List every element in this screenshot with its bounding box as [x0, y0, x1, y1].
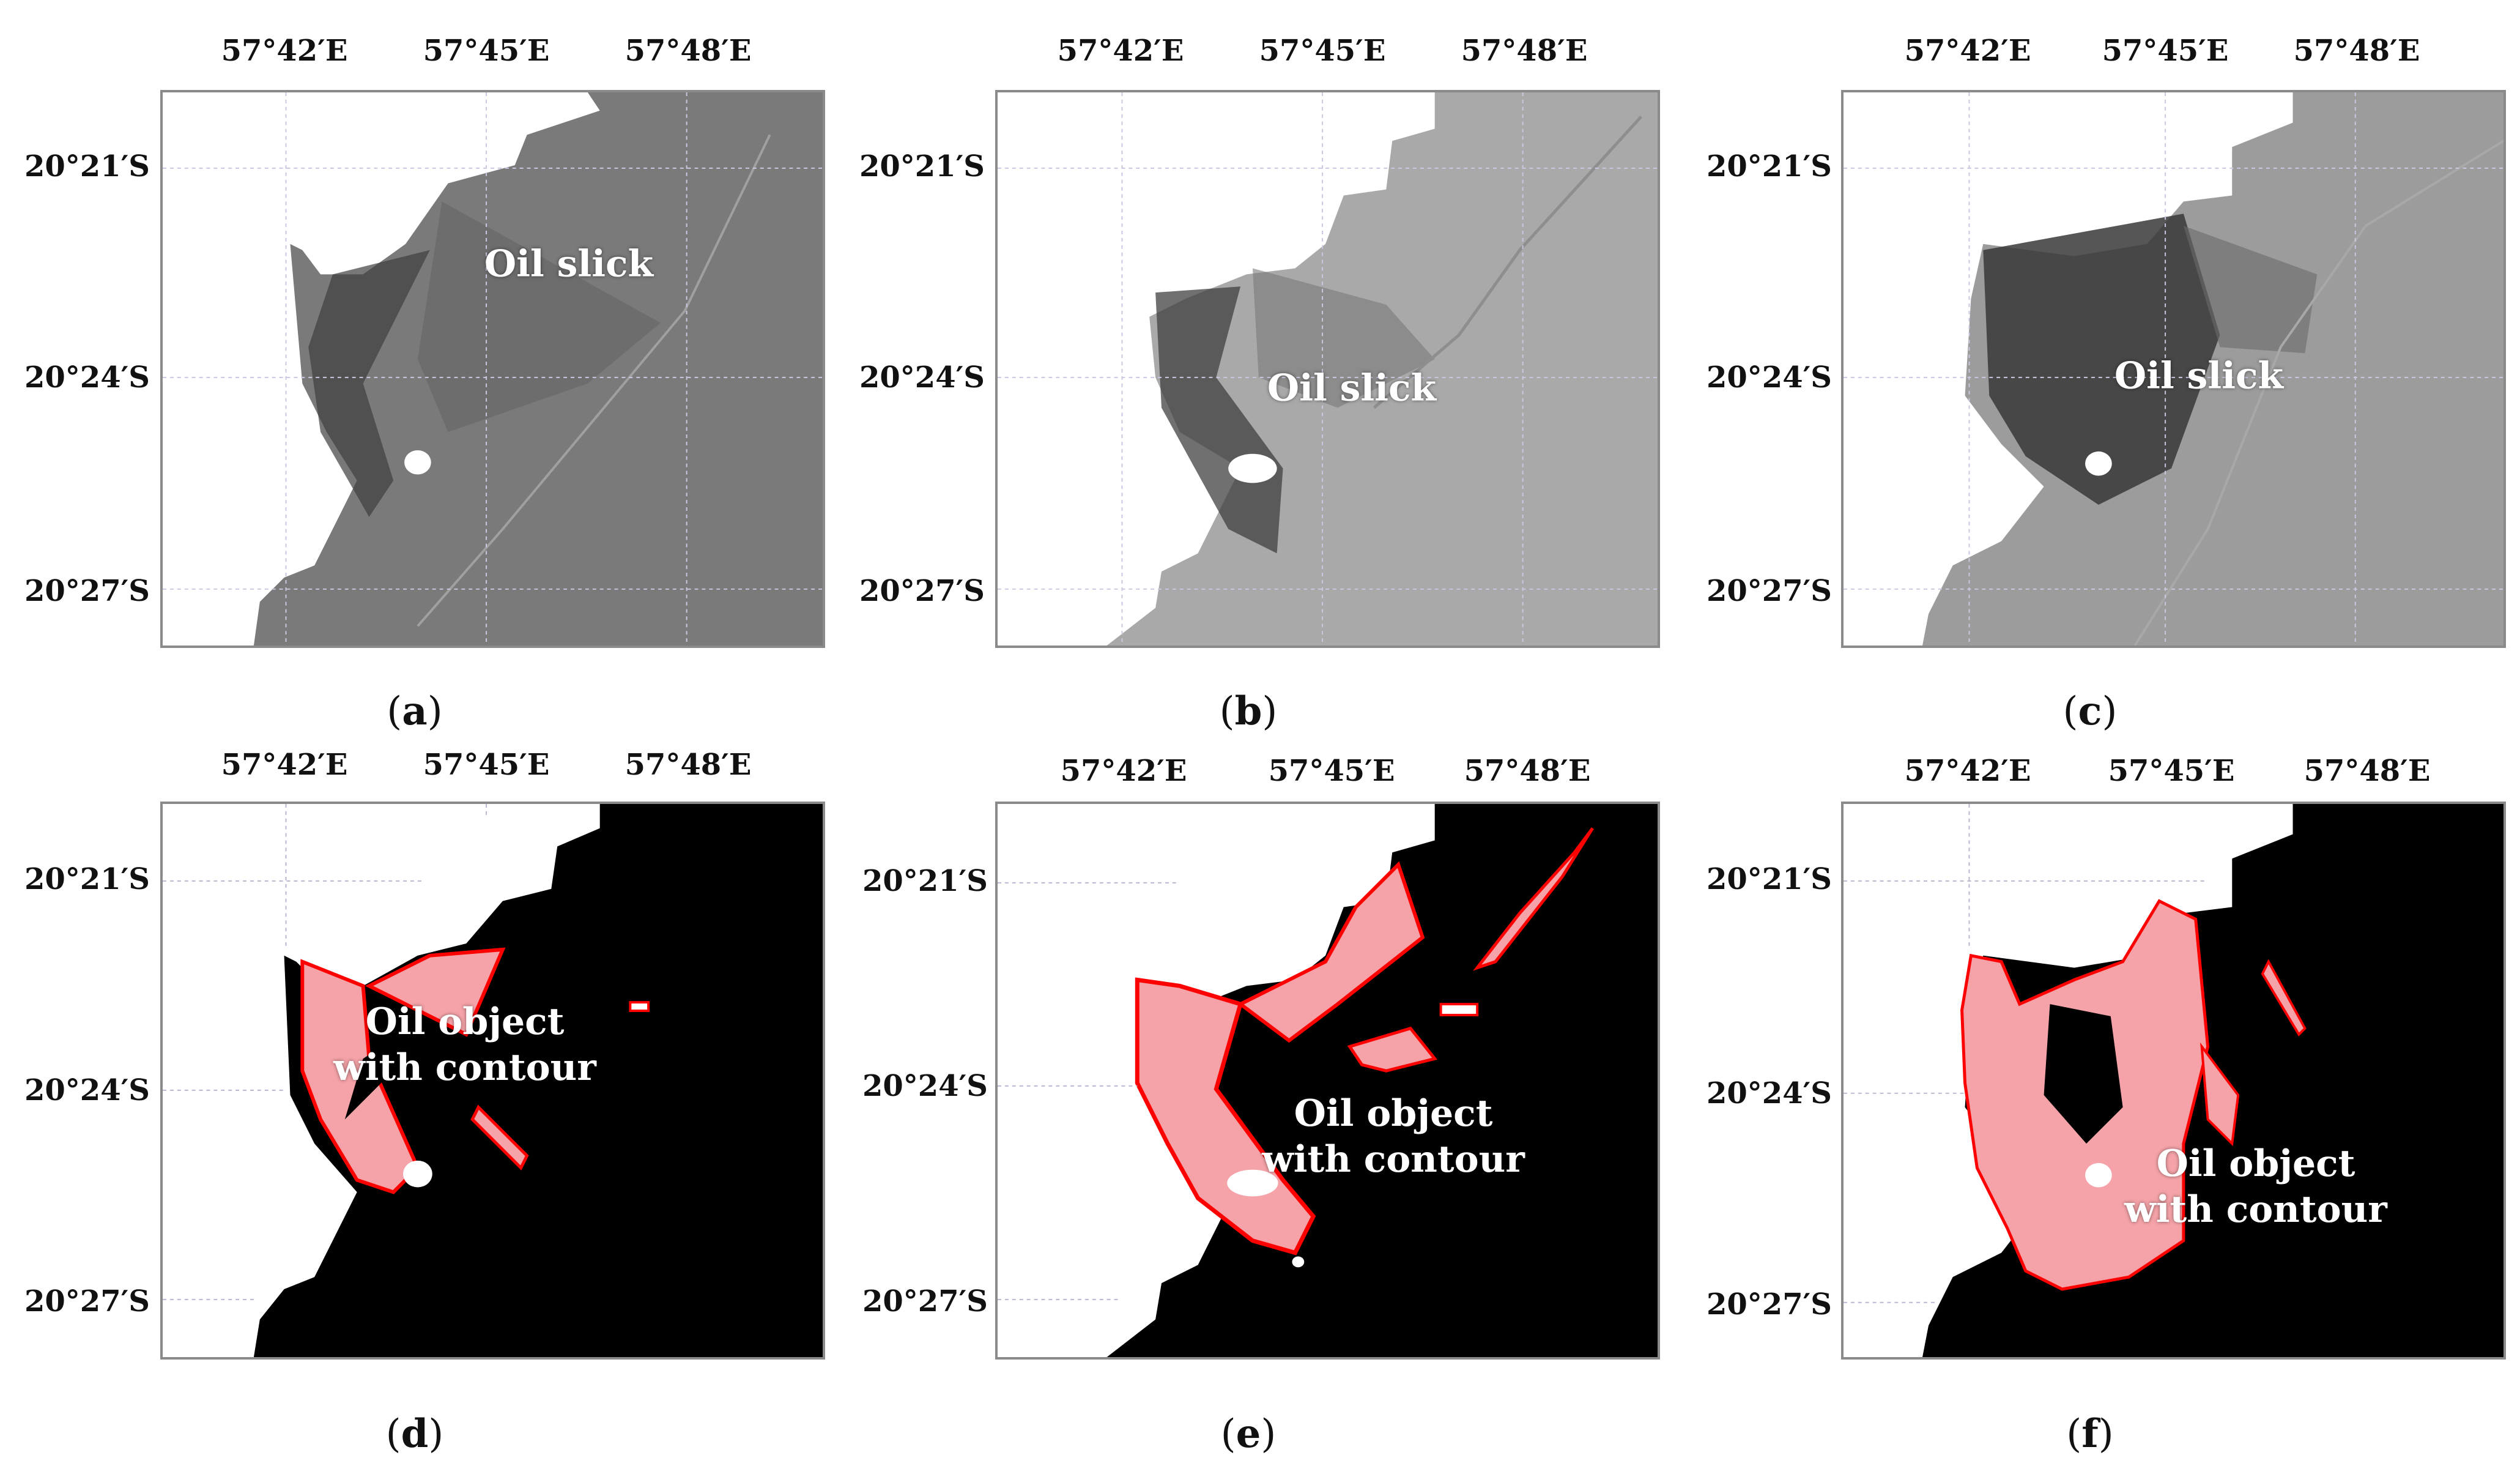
- oil-hole: [344, 1046, 394, 1120]
- land-mass: [163, 804, 600, 1357]
- oil-slick-light: [2183, 226, 2318, 354]
- sar-map-c: [1841, 90, 2506, 648]
- lat-tick-label: 20°21′S: [1707, 862, 1832, 896]
- oil-object-streak: [1473, 827, 1594, 971]
- lat-tick-label: 20°24′S: [1707, 1076, 1832, 1111]
- lon-tick-label: 57°48′E: [2293, 34, 2420, 68]
- graticule: [163, 92, 823, 646]
- lon-tick-label: 57°45′E: [423, 34, 550, 68]
- land-mass: [1844, 804, 2293, 1357]
- island: [403, 1160, 432, 1188]
- lat-tick-label: 20°27′S: [1707, 1287, 1832, 1322]
- sar-image-b: [998, 92, 1658, 646]
- lat-tick-label: 20°27′S: [24, 574, 150, 608]
- lat-tick-label: 20°24′S: [24, 1073, 150, 1107]
- island: [2085, 1163, 2112, 1188]
- lat-tick-label: 20°27′S: [1707, 574, 1832, 608]
- ship-wake: [417, 134, 771, 627]
- oil-slick-annotation: Oil slick: [484, 242, 654, 286]
- binary-image-d: [163, 804, 823, 1357]
- lon-tick-label: 57°45′E: [2102, 34, 2229, 68]
- land-mass: [998, 92, 1435, 646]
- graticule: [163, 804, 487, 1300]
- binary-map-f: [1841, 802, 2506, 1360]
- lon-tick-label: 57°42′E: [1060, 754, 1187, 788]
- graticule: [998, 92, 1658, 646]
- lat-tick-label: 20°27′S: [859, 574, 985, 608]
- lat-tick-label: 20°21′S: [859, 149, 985, 184]
- lon-tick-label: 57°42′E: [221, 34, 348, 68]
- ship-wake: [1373, 115, 1643, 409]
- lat-tick-label: 20°27′S: [862, 1284, 988, 1319]
- lat-tick-label: 20°24′S: [862, 1069, 988, 1103]
- lon-tick-label: 57°48′E: [1464, 754, 1591, 788]
- lat-tick-label: 20°21′S: [1707, 149, 1832, 184]
- oil-slick-light: [1252, 268, 1435, 408]
- oil-slick-light: [417, 201, 661, 433]
- oil-object: [1347, 1026, 1438, 1073]
- oil-slick-annotation: Oil slick: [1267, 366, 1437, 410]
- lat-tick-label: 20°21′S: [24, 862, 150, 896]
- oil-object-annotation: Oil object with contour: [1262, 1092, 1525, 1181]
- sar-map-b: [995, 90, 1660, 648]
- oil-object: [1237, 861, 1425, 1043]
- lat-tick-label: 20°24′S: [859, 360, 985, 395]
- oil-slick-dark: [308, 250, 430, 517]
- lon-tick-label: 57°48′E: [624, 34, 752, 68]
- lat-tick-label: 20°21′S: [24, 149, 150, 184]
- oil-object: [300, 947, 506, 1194]
- binary-map-e: [995, 802, 1660, 1360]
- land-mass: [163, 92, 600, 646]
- oil-slick-dark: [1983, 214, 2220, 505]
- oil-slick-dark: [1155, 286, 1283, 554]
- binary-image-e: [998, 804, 1658, 1357]
- island: [1228, 453, 1277, 483]
- lat-tick-label: 20°21′S: [862, 864, 988, 898]
- lon-tick-label: 57°42′E: [221, 748, 348, 782]
- oil-hole: [2044, 1004, 2123, 1144]
- oil-object-streak: [2200, 1042, 2240, 1147]
- lon-tick-label: 57°48′E: [624, 748, 752, 782]
- sar-image-a: [163, 92, 823, 646]
- lat-tick-label: 20°27′S: [24, 1284, 150, 1319]
- lat-tick-label: 20°24′S: [1707, 360, 1832, 395]
- subfigure-label: (e): [1220, 1411, 1277, 1457]
- sar-map-a: [160, 90, 825, 648]
- lon-tick-label: 57°48′E: [2303, 754, 2431, 788]
- islet: [1292, 1256, 1305, 1268]
- lon-tick-label: 57°45′E: [423, 748, 550, 782]
- lon-tick-label: 57°45′E: [2108, 754, 2235, 788]
- lon-tick-label: 57°45′E: [1268, 754, 1395, 788]
- land-mass: [998, 804, 1435, 1357]
- island: [404, 450, 431, 475]
- oil-object-annotation: Oil object with contour: [333, 1000, 596, 1089]
- lon-tick-label: 57°42′E: [1904, 34, 2031, 68]
- subfigure-label: (f): [2066, 1411, 2114, 1457]
- small-object: [629, 1001, 650, 1012]
- graticule: [998, 882, 1180, 1300]
- lon-tick-label: 57°45′E: [1259, 34, 1386, 68]
- binary-map-d: [160, 802, 825, 1360]
- ship-wake: [2133, 140, 2503, 646]
- binary-image-f: [1844, 804, 2503, 1357]
- oil-object-streak: [2261, 959, 2307, 1036]
- subfigure-label: (d): [385, 1411, 444, 1457]
- land-mass: [1844, 92, 2293, 646]
- oil-object-streak: [470, 1104, 529, 1170]
- lon-tick-label: 57°42′E: [1057, 34, 1184, 68]
- lat-tick-label: 20°24′S: [24, 360, 150, 395]
- graticule: [1844, 92, 2503, 646]
- oil-slick-annotation: Oil slick: [2114, 354, 2284, 398]
- island: [2085, 451, 2112, 476]
- small-object: [1439, 1003, 1479, 1016]
- sar-image-c: [1844, 92, 2503, 646]
- subfigure-label: (c): [2062, 688, 2118, 734]
- subfigure-label: (b): [1219, 688, 1278, 734]
- island: [1227, 1169, 1278, 1197]
- subfigure-label: (a): [387, 688, 443, 734]
- oil-object-annotation: Oil object with contour: [2124, 1142, 2387, 1231]
- lon-tick-label: 57°42′E: [1904, 754, 2031, 788]
- lon-tick-label: 57°48′E: [1461, 34, 1588, 68]
